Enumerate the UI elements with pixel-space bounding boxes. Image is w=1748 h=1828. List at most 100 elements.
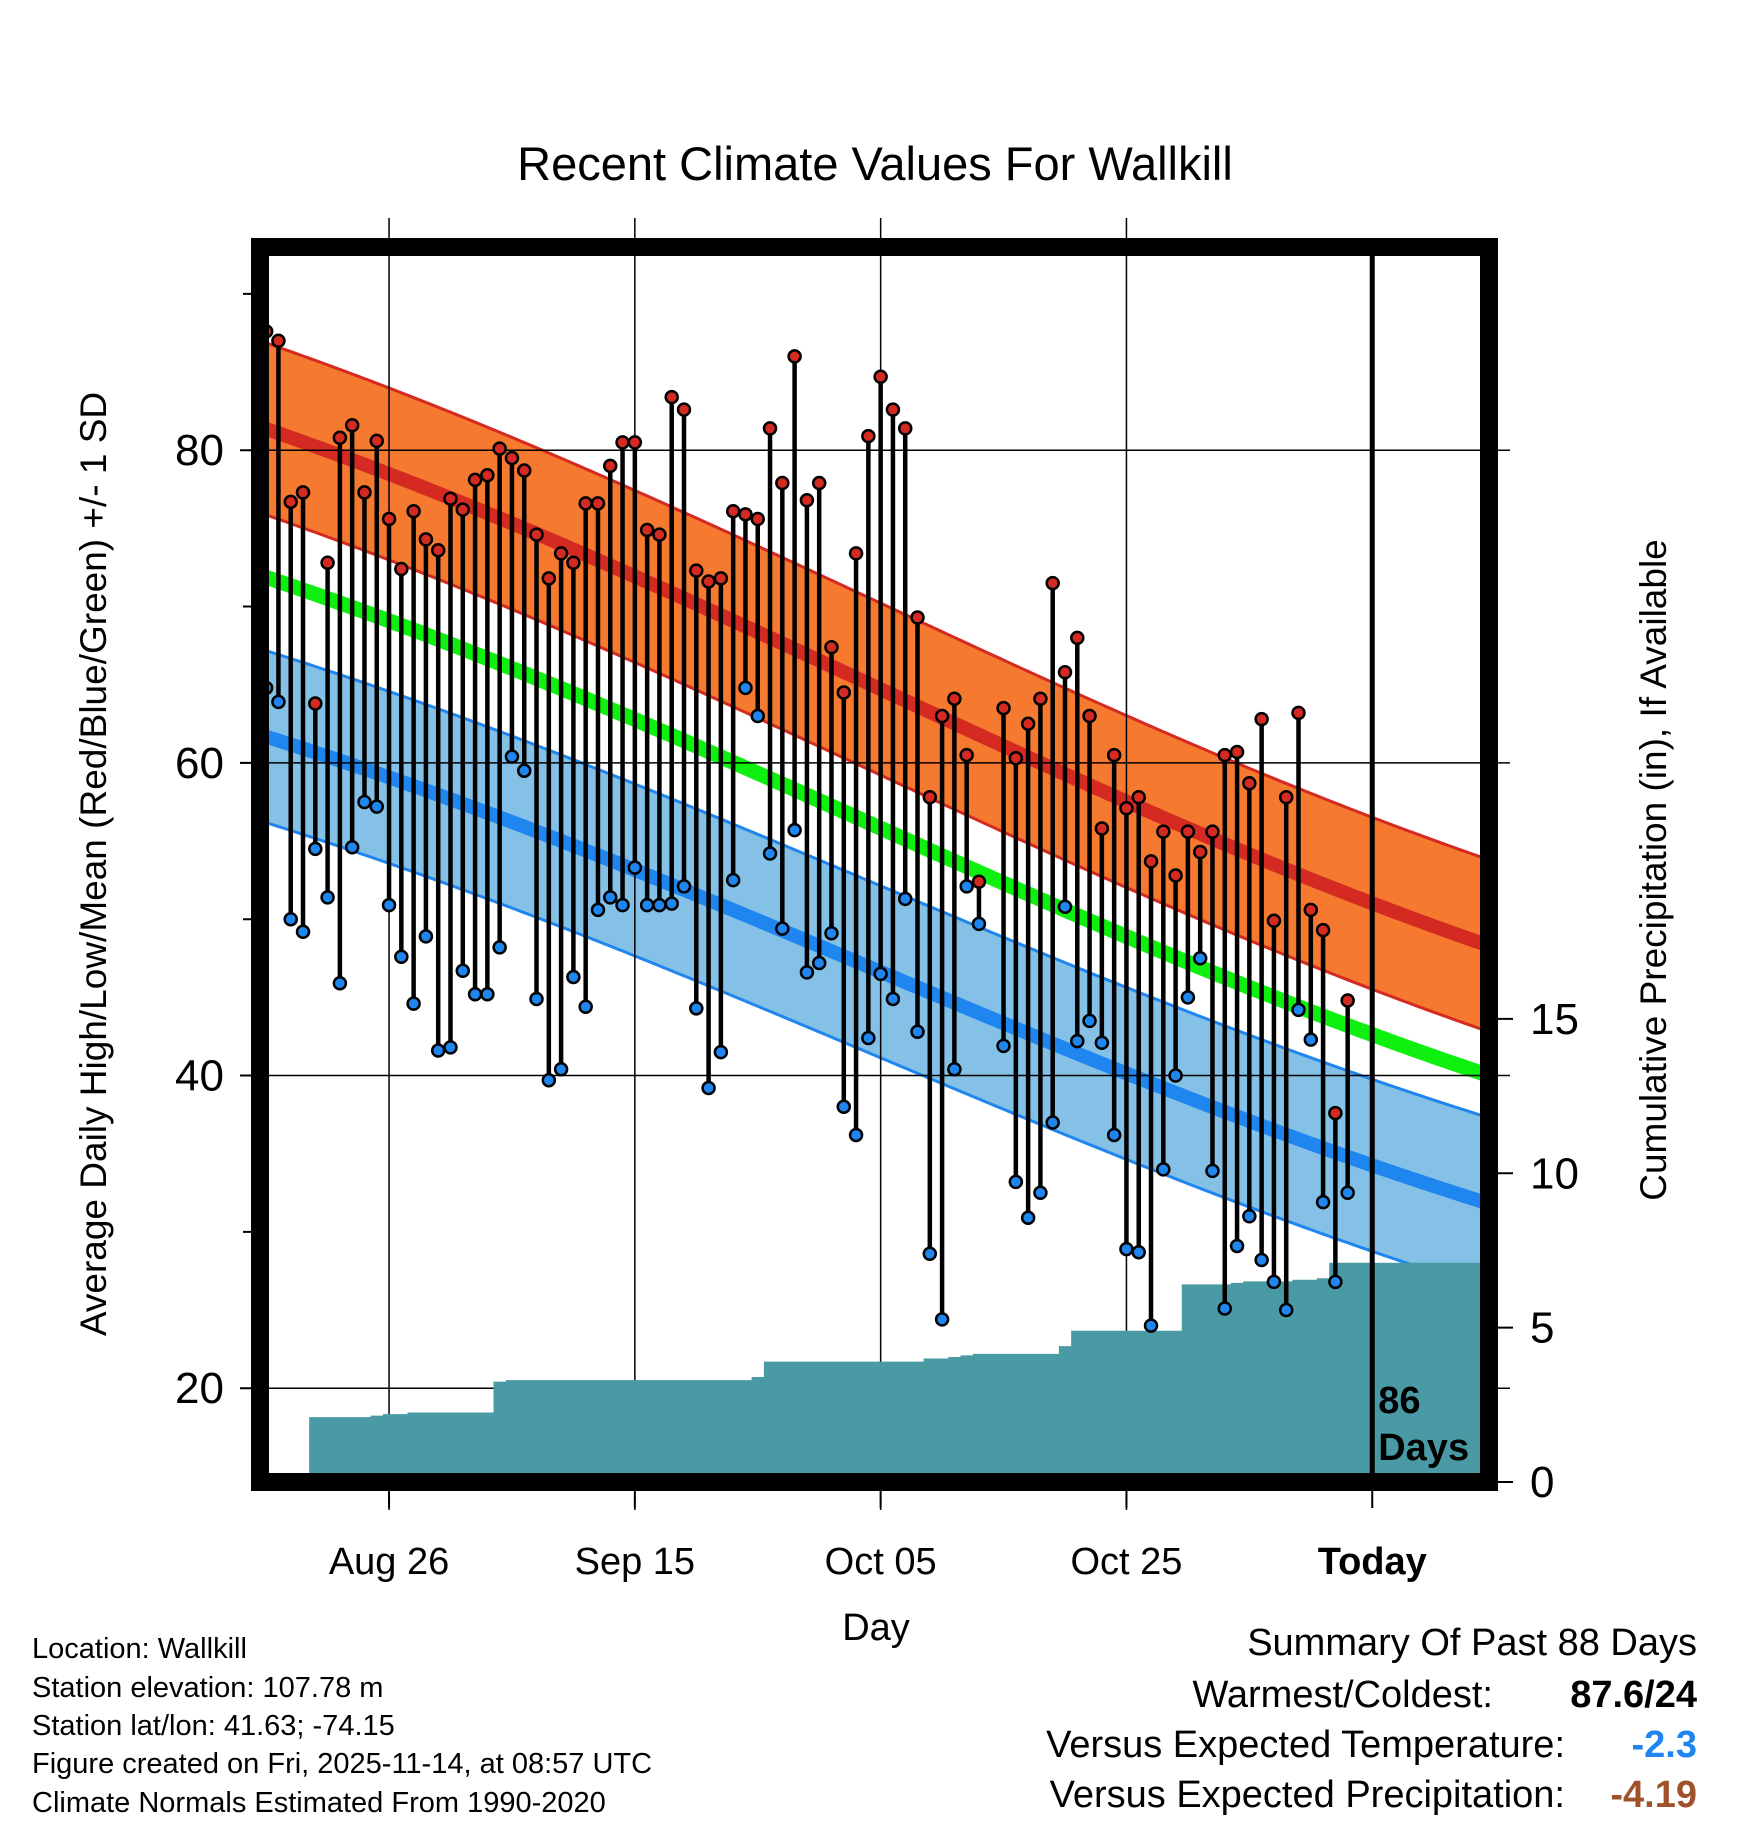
y2-axis-label: Cumulative Precipitation (in), If Availa… xyxy=(1633,539,1674,1201)
daily-high-point xyxy=(1131,790,1146,805)
daily-high-point xyxy=(529,527,544,542)
daily-low-point xyxy=(1217,1301,1233,1316)
today-days-label: Days xyxy=(1378,1427,1469,1469)
daily-low-point xyxy=(713,1044,729,1060)
daily-high-point xyxy=(443,491,458,506)
daily-high-point xyxy=(578,496,593,511)
plot-frame xyxy=(251,238,1498,1491)
daily-low-point xyxy=(283,911,298,927)
daily-high-point xyxy=(1180,824,1196,839)
daily-low-point xyxy=(811,955,827,971)
daily-high-point xyxy=(467,472,483,488)
daily-high-point xyxy=(1205,824,1220,839)
daily-high-point xyxy=(922,790,938,805)
daily-high-point xyxy=(1192,844,1208,860)
daily-low-point xyxy=(996,1038,1011,1054)
daily-high-point xyxy=(639,522,655,538)
daily-low-point xyxy=(418,929,434,944)
daily-low-point xyxy=(578,999,593,1015)
daily-range-bars xyxy=(258,324,1355,1333)
daily-low-point xyxy=(873,966,888,982)
daily-high-point xyxy=(541,571,557,586)
daily-high-point xyxy=(1045,575,1060,591)
daily-low-point xyxy=(1143,1318,1159,1333)
daily-high-point xyxy=(713,571,729,586)
daily-low-point xyxy=(516,763,532,778)
daily-low-point xyxy=(541,1072,557,1088)
daily-low-point xyxy=(762,846,778,861)
daily-high-point xyxy=(762,421,778,436)
daily-low-point xyxy=(1242,1208,1257,1224)
daily-high-point xyxy=(295,485,311,500)
daily-high-point xyxy=(369,433,385,449)
daily-high-point xyxy=(910,610,925,625)
footer-location: Location: Wallkill xyxy=(32,1633,247,1665)
precip-layer xyxy=(260,1262,1489,1482)
daily-low-point xyxy=(947,1062,962,1077)
daily-low-point xyxy=(295,924,311,939)
daily-low-point xyxy=(1168,1068,1183,1083)
x-tick-label: Aug 26 xyxy=(329,1541,449,1583)
daily-low-point xyxy=(443,1040,458,1055)
daily-low-point xyxy=(1254,1252,1269,1268)
daily-high-point xyxy=(308,696,323,711)
daily-high-point xyxy=(603,458,618,474)
daily-low-point xyxy=(639,897,655,913)
daily-low-point xyxy=(725,872,741,888)
x-tick-label: Oct 05 xyxy=(825,1541,937,1583)
normal-bands xyxy=(260,339,1489,1292)
daily-low-point xyxy=(1180,990,1196,1005)
daily-low-point xyxy=(1340,1185,1355,1201)
cumulative-precip-area xyxy=(260,1262,1489,1482)
daily-high-point xyxy=(848,546,864,561)
daily-high-point xyxy=(332,430,348,445)
x-tick-label: Today xyxy=(1318,1541,1427,1583)
x-tick-label: Oct 25 xyxy=(1070,1541,1182,1583)
daily-high-point xyxy=(1315,922,1331,938)
y-tick-label: 20 xyxy=(175,1364,224,1413)
daily-high-point xyxy=(1328,1105,1343,1121)
daily-low-point xyxy=(430,1043,446,1058)
daily-high-point xyxy=(455,502,471,517)
daily-high-point xyxy=(1070,630,1085,646)
daily-high-point xyxy=(947,691,962,707)
daily-high-point xyxy=(1008,750,1024,766)
daily-high-point xyxy=(861,428,876,444)
daily-low-point xyxy=(885,991,901,1007)
daily-high-point xyxy=(590,496,606,511)
daily-high-point xyxy=(394,561,409,577)
daily-high-point xyxy=(652,527,667,542)
daily-high-point xyxy=(1119,800,1134,816)
footer-elevation: Station elevation: 107.78 m xyxy=(32,1672,384,1704)
daily-high-point xyxy=(1303,902,1319,918)
daily-high-point xyxy=(689,563,704,578)
daily-high-point xyxy=(750,511,765,527)
today-days-label: 86 xyxy=(1378,1380,1420,1422)
daily-low-point xyxy=(381,897,397,913)
y-tick-label: 40 xyxy=(175,1052,224,1101)
daily-low-point xyxy=(1205,1163,1220,1179)
daily-high-point xyxy=(1242,775,1257,791)
daily-high-point xyxy=(283,494,298,510)
daily-low-point xyxy=(1131,1244,1146,1260)
daily-high-point xyxy=(1254,711,1269,727)
daily-high-point xyxy=(1291,705,1306,721)
today-marker: 86 Days xyxy=(1369,247,1469,1482)
daily-low-point xyxy=(1192,951,1208,966)
daily-high-point xyxy=(897,421,913,436)
daily-high-point xyxy=(627,435,643,450)
daily-low-point xyxy=(504,749,520,764)
daily-high-point xyxy=(1217,747,1233,763)
daily-high-point xyxy=(357,485,372,500)
daily-low-point xyxy=(1119,1241,1134,1257)
daily-high-point xyxy=(811,475,827,491)
daily-low-point xyxy=(271,694,286,710)
daily-low-point xyxy=(934,1312,950,1327)
daily-high-point xyxy=(344,417,360,433)
daily-high-point xyxy=(1082,708,1097,724)
daily-high-point xyxy=(320,555,335,571)
summary-title: Summary Of Past 88 Days xyxy=(1247,1622,1697,1664)
daily-low-point xyxy=(738,680,753,696)
footer-created: Figure created on Fri, 2025-11-14, at 08… xyxy=(32,1748,653,1780)
